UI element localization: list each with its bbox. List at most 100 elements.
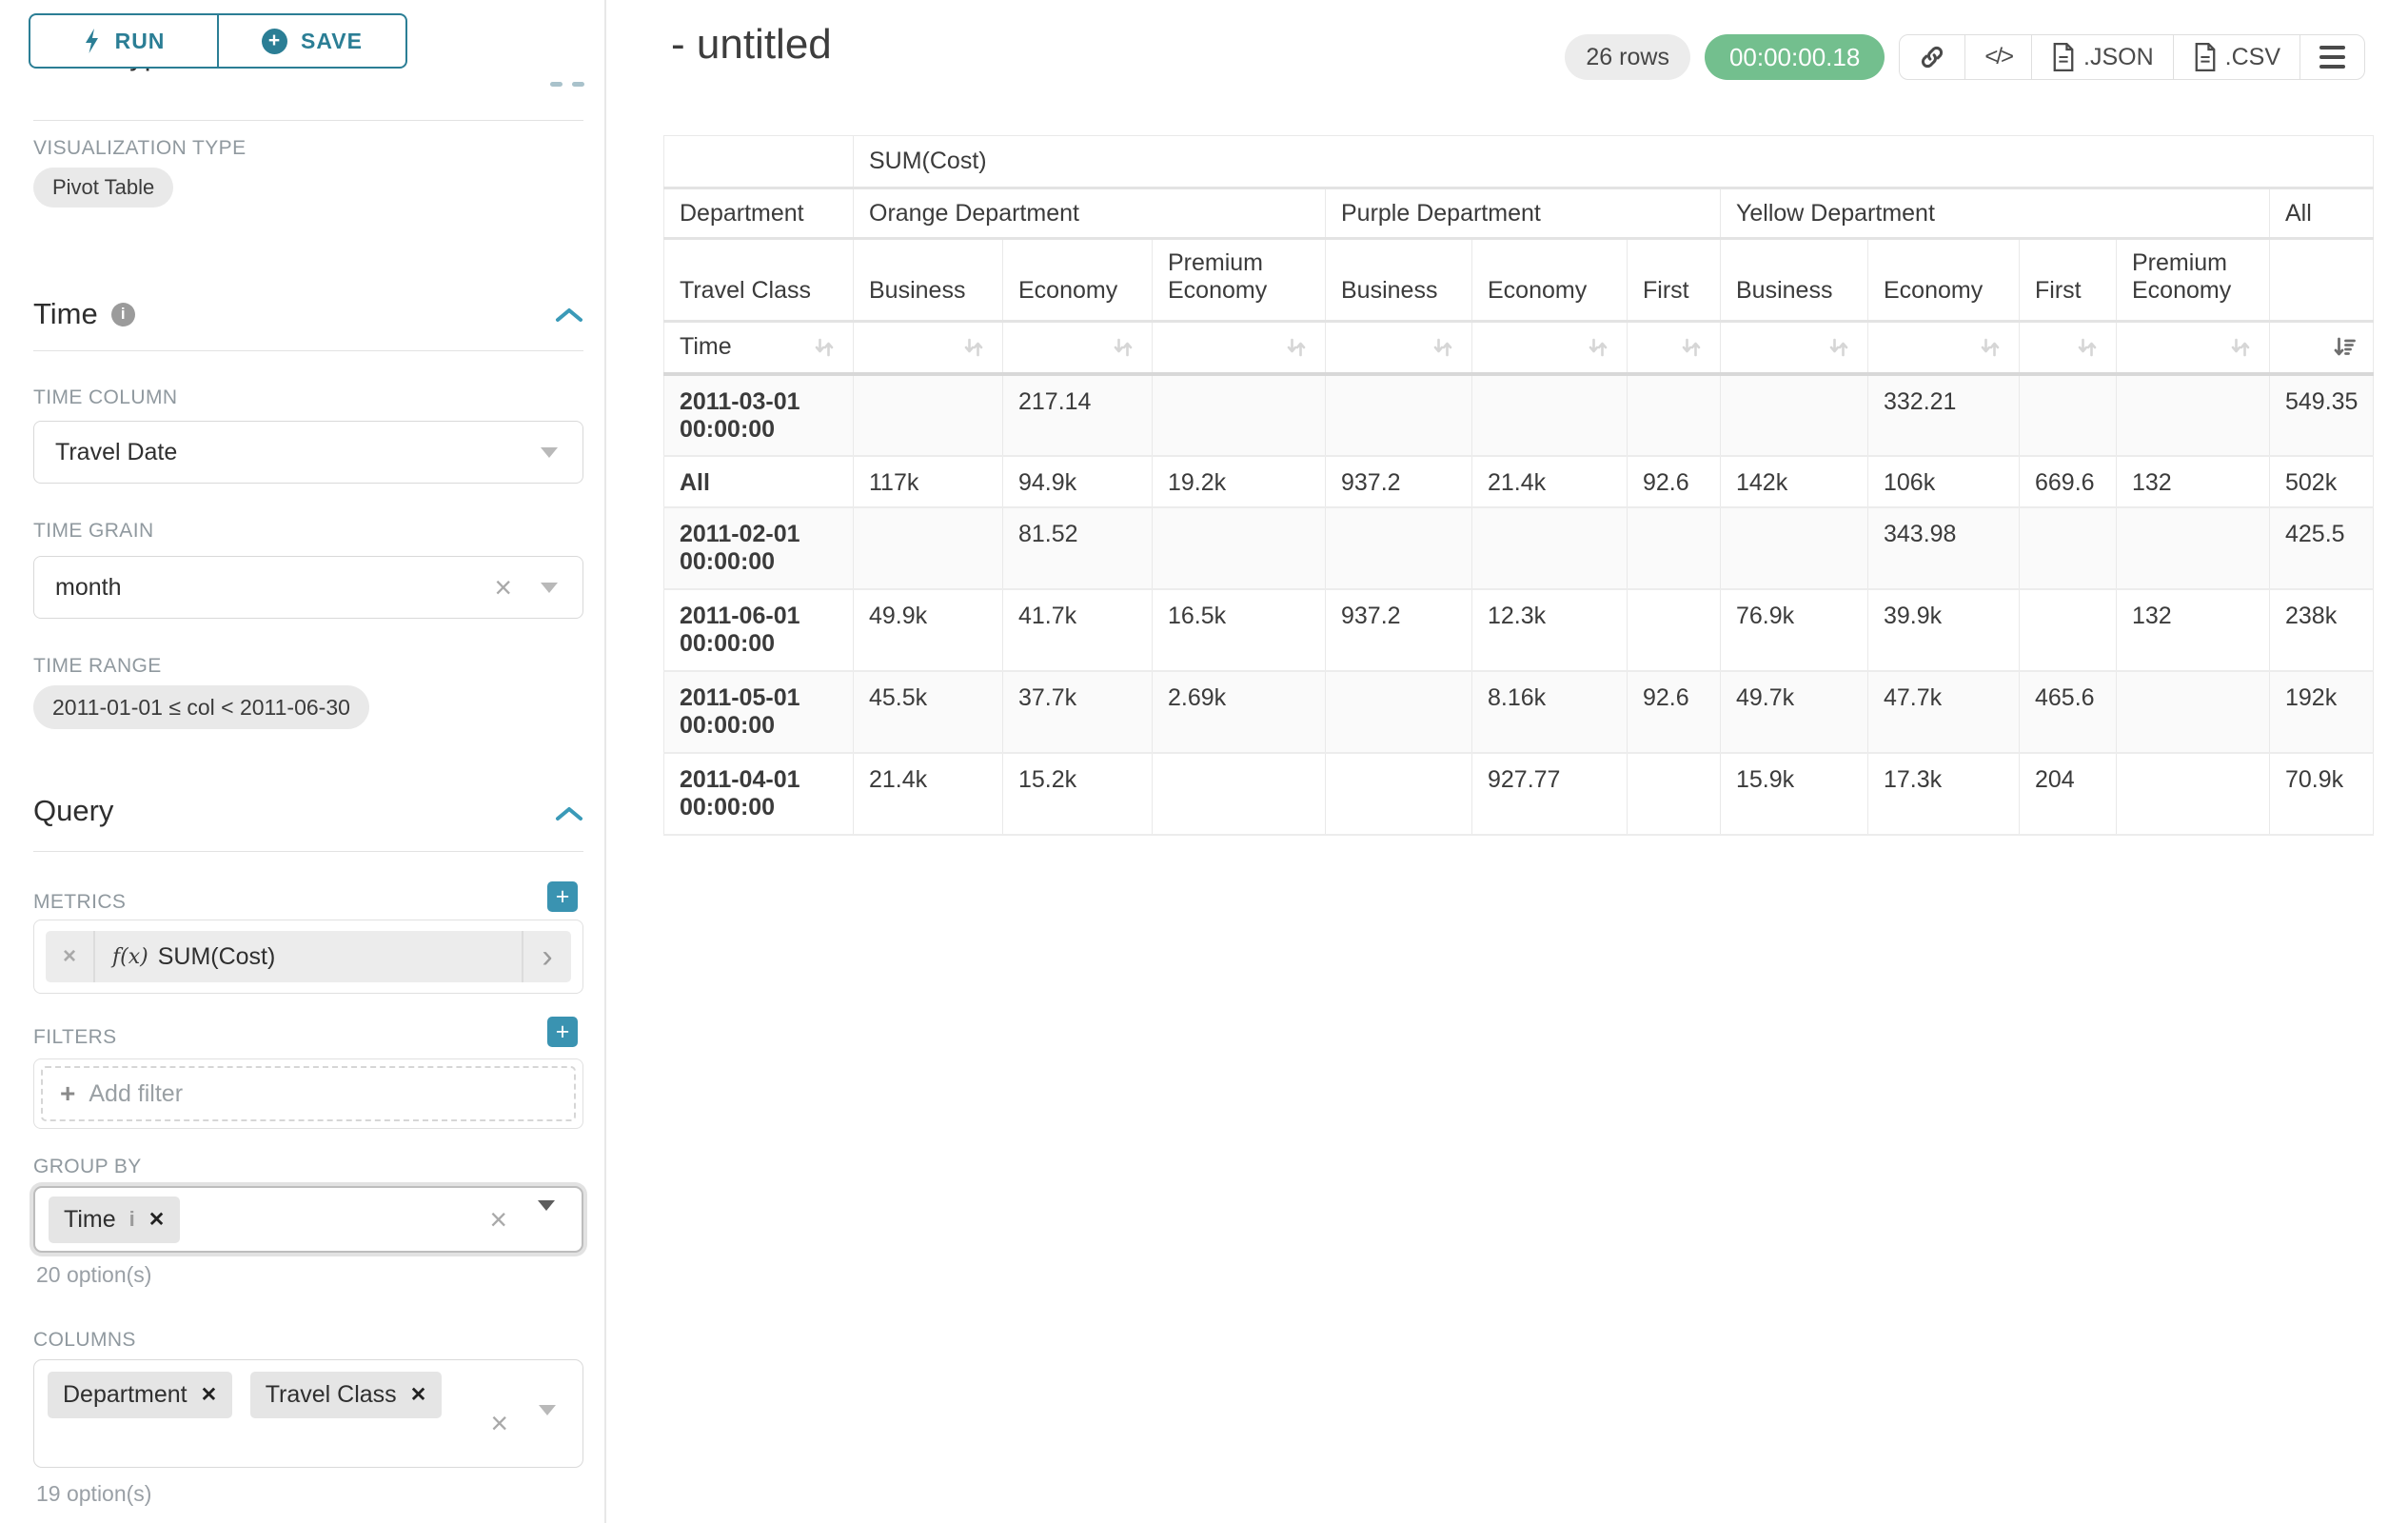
department-group-header: Orange Department bbox=[853, 188, 1326, 240]
sort-desc-active-icon[interactable] bbox=[2332, 336, 2358, 359]
sort-toggle-icon[interactable] bbox=[812, 336, 838, 359]
value-cell: 94.9k bbox=[1002, 455, 1153, 508]
metric-chip[interactable]: × f(x) SUM(Cost) › bbox=[46, 931, 571, 982]
chevron-down-icon[interactable] bbox=[538, 1200, 555, 1228]
time-range-label: TIME RANGE bbox=[33, 655, 162, 677]
save-button[interactable]: + SAVE bbox=[217, 15, 405, 67]
clear-icon[interactable]: × bbox=[489, 1202, 507, 1236]
sort-toggle-icon[interactable] bbox=[1111, 336, 1136, 359]
copy-link-button[interactable] bbox=[1900, 35, 1964, 79]
add-metric-button[interactable]: + bbox=[547, 881, 578, 912]
collapse-time-chevron-icon[interactable] bbox=[555, 307, 583, 324]
metrics-label: METRICS bbox=[33, 891, 127, 913]
chart-type-chevron-fragment bbox=[550, 82, 563, 87]
chart-title[interactable]: - untitled bbox=[671, 21, 832, 68]
chevron-down-icon[interactable] bbox=[541, 582, 558, 593]
collapse-query-chevron-icon[interactable] bbox=[555, 805, 583, 822]
sort-column-cell bbox=[853, 321, 1003, 376]
time-grain-select[interactable]: month × bbox=[33, 556, 583, 619]
metric-chip-label: SUM(Cost) bbox=[157, 942, 276, 970]
group-by-chip[interactable]: Time i ✕ bbox=[49, 1196, 181, 1243]
sort-toggle-icon[interactable] bbox=[1431, 336, 1456, 359]
pivot-table: SUM(Cost) Department Orange Department Pur… bbox=[663, 135, 2375, 836]
sort-toggle-icon[interactable] bbox=[1586, 336, 1611, 359]
value-cell: 92.6 bbox=[1627, 455, 1721, 508]
value-cell: 132 bbox=[2116, 588, 2270, 672]
value-cell: 21.4k bbox=[853, 752, 1003, 836]
query-timer-badge: 00:00:00.18 bbox=[1704, 34, 1885, 80]
value-cell: 39.9k bbox=[1867, 588, 2020, 672]
row-header-cell: All bbox=[663, 455, 854, 508]
menu-button[interactable] bbox=[2299, 35, 2364, 79]
time-range-value[interactable]: 2011-01-01 ≤ col < 2011-06-30 bbox=[33, 685, 369, 729]
row-count-badge: 26 rows bbox=[1565, 34, 1690, 80]
add-filter-button[interactable]: + Add filter bbox=[41, 1066, 576, 1121]
time-column-label: TIME COLUMN bbox=[33, 386, 178, 408]
travel-class-header: Business bbox=[853, 238, 1003, 323]
visualization-type-value[interactable]: Pivot Table bbox=[33, 168, 174, 208]
remove-chip-icon[interactable]: ✕ bbox=[200, 1384, 218, 1406]
export-csv-button[interactable]: .CSV bbox=[2172, 35, 2299, 79]
sort-toggle-icon[interactable] bbox=[2075, 336, 2101, 359]
department-group-header: Yellow Department bbox=[1720, 188, 2270, 240]
remove-chip-icon[interactable]: ✕ bbox=[148, 1208, 166, 1231]
columns-select[interactable]: Department ✕ Travel Class ✕ × bbox=[33, 1359, 583, 1468]
travel-class-header: First bbox=[1627, 238, 1721, 323]
clear-icon[interactable]: × bbox=[490, 1406, 508, 1440]
value-cell: 937.2 bbox=[1325, 455, 1472, 508]
value-cell: 81.52 bbox=[1002, 506, 1153, 590]
value-cell: 502k bbox=[2268, 455, 2375, 508]
pivot-data-row: 2011-02-01 00:00:00 81.52 343.98 425.5 bbox=[663, 506, 2375, 590]
metrics-field: × f(x) SUM(Cost) › bbox=[33, 920, 583, 994]
value-cell bbox=[1325, 670, 1472, 754]
travel-class-header bbox=[2268, 238, 2375, 323]
chevron-down-icon[interactable] bbox=[541, 446, 558, 458]
column-dimension-label: Travel Class bbox=[663, 238, 854, 323]
columns-chip[interactable]: Department ✕ bbox=[48, 1372, 233, 1418]
chevron-right-icon[interactable]: › bbox=[522, 931, 571, 982]
clear-icon[interactable]: × bbox=[494, 570, 512, 604]
value-cell bbox=[1471, 373, 1628, 457]
value-cell: 16.5k bbox=[1152, 588, 1326, 672]
chevron-down-icon[interactable] bbox=[539, 1405, 556, 1433]
value-cell bbox=[1325, 373, 1472, 457]
group-by-select[interactable]: Time i ✕ × bbox=[33, 1186, 583, 1253]
sort-toggle-icon[interactable] bbox=[2228, 336, 2254, 359]
plus-icon: + bbox=[60, 1078, 76, 1108]
embed-code-button[interactable]: </> bbox=[1964, 35, 2031, 79]
filters-label: FILTERS bbox=[33, 1026, 117, 1048]
value-cell bbox=[1152, 752, 1326, 836]
travel-class-header: Premium Economy bbox=[1152, 238, 1326, 323]
value-cell: 117k bbox=[853, 455, 1003, 508]
sort-toggle-icon[interactable] bbox=[1826, 336, 1852, 359]
remove-chip-icon[interactable]: ✕ bbox=[409, 1384, 427, 1406]
value-cell bbox=[1471, 506, 1628, 590]
code-icon: </> bbox=[1984, 44, 2014, 69]
row-header-cell: 2011-05-01 00:00:00 bbox=[663, 670, 854, 754]
export-json-button[interactable]: .JSON bbox=[2031, 35, 2173, 79]
time-section-header[interactable]: Time i bbox=[33, 297, 135, 331]
sort-column-cell bbox=[2268, 321, 2375, 376]
value-cell: 343.98 bbox=[1867, 506, 2020, 590]
sort-toggle-icon[interactable] bbox=[961, 336, 987, 359]
run-button[interactable]: RUN bbox=[30, 15, 217, 67]
value-cell bbox=[2116, 506, 2270, 590]
travel-class-header: Economy bbox=[1471, 238, 1628, 323]
value-cell: 238k bbox=[2268, 588, 2375, 672]
query-section-header[interactable]: Query bbox=[33, 794, 114, 827]
value-cell: 465.6 bbox=[2019, 670, 2117, 754]
sort-toggle-icon[interactable] bbox=[1978, 336, 2003, 359]
sort-column-cell bbox=[1720, 321, 1868, 376]
value-cell bbox=[1627, 506, 1721, 590]
remove-metric-icon[interactable]: × bbox=[46, 931, 95, 982]
time-column-select[interactable]: Travel Date bbox=[33, 421, 583, 484]
value-cell: 332.21 bbox=[1867, 373, 2020, 457]
travel-class-header: Premium Economy bbox=[2116, 238, 2270, 323]
sort-toggle-icon[interactable] bbox=[1679, 336, 1705, 359]
sort-column-cell bbox=[2019, 321, 2117, 376]
result-controls: 26 rows 00:00:00.18 </> .JSON .CSV bbox=[1565, 34, 2365, 80]
value-cell: 41.7k bbox=[1002, 588, 1153, 672]
columns-chip[interactable]: Travel Class ✕ bbox=[249, 1372, 443, 1418]
add-filter-plus-button[interactable]: + bbox=[547, 1017, 578, 1047]
sort-toggle-icon[interactable] bbox=[1284, 336, 1310, 359]
